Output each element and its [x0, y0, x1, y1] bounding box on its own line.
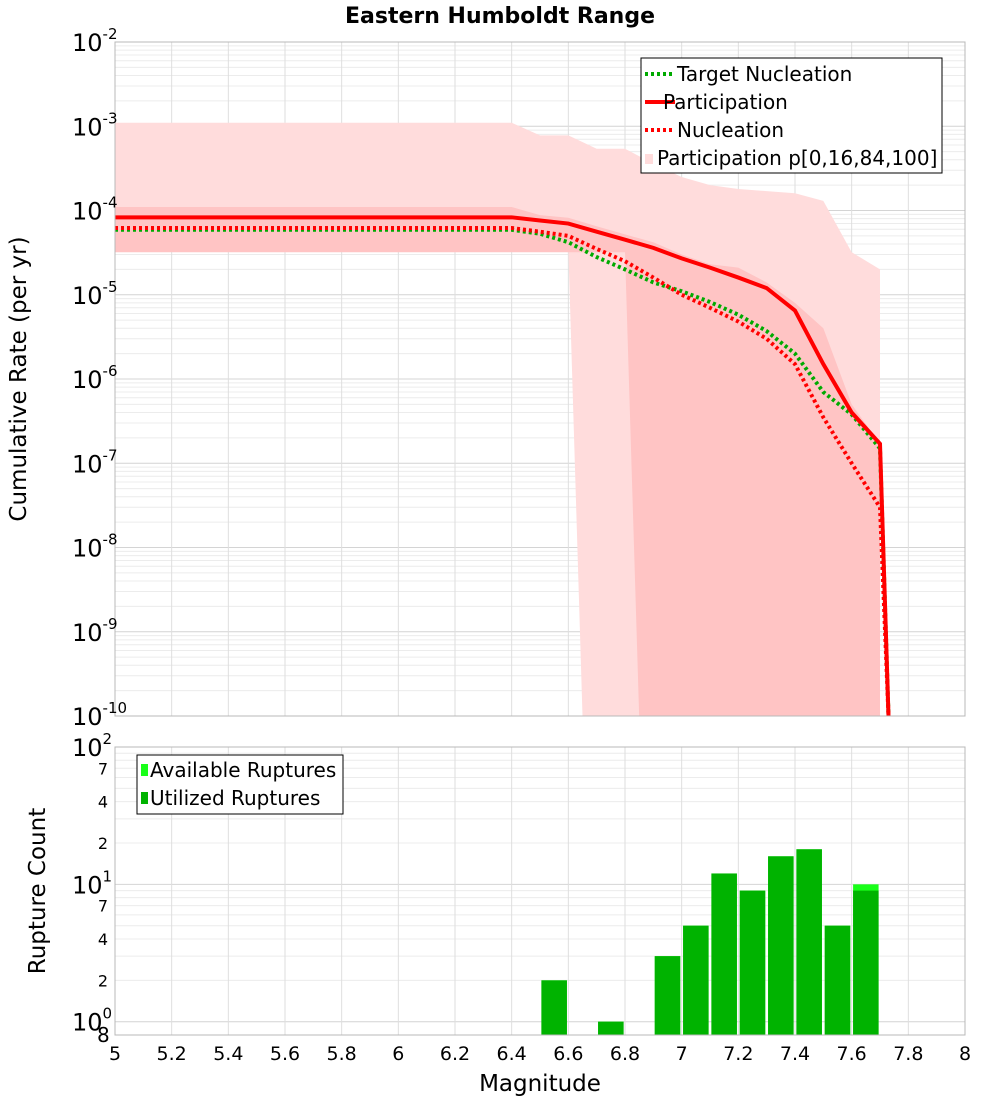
chart-title: Eastern Humboldt Range [345, 4, 655, 29]
x-tick-label: 5 [109, 1043, 121, 1065]
rate-y-tick-label: 10-2 [72, 25, 118, 57]
count-y-ticks: 102 101 100 7 4 2 7 4 2 8 [72, 730, 112, 1047]
x-tick-label: 6.6 [553, 1043, 583, 1065]
x-tick-label: 6.8 [610, 1043, 640, 1065]
count-legend-swatch [141, 792, 148, 804]
count-bar-utilized-ruptures [598, 1021, 624, 1035]
x-tick-label: 5.6 [270, 1043, 300, 1065]
x-tick-label: 8 [959, 1043, 971, 1065]
rate-y-ticks: 10-2 10-3 10-4 10-5 10-6 10-7 10-8 10-9 10-10 [72, 25, 127, 731]
rate-legend-label: Nucleation [677, 118, 784, 142]
rate-legend-swatch [645, 154, 653, 164]
rate-legend-box [640, 57, 943, 174]
rate-y-tick-label: 10-10 [72, 699, 127, 731]
rate-bands [115, 122, 880, 716]
x-tick-label: 7.8 [893, 1043, 923, 1065]
count-bar-utilized-ruptures [711, 873, 737, 1035]
rate-line-participation [115, 215, 891, 716]
x-tick-label: 7.4 [780, 1043, 810, 1065]
count-y-minor-tick-label: 7 [98, 897, 108, 916]
x-tick-label: 7.2 [723, 1043, 753, 1065]
count-legend-swatch [141, 764, 148, 776]
count-y-tick-label: 100 [72, 1005, 112, 1037]
count-y-tick-label: 102 [72, 730, 112, 762]
x-tick-label: 5.8 [327, 1043, 357, 1065]
rate-line-target-nucleation [115, 227, 891, 716]
count-y-minor-tick-label: 4 [98, 793, 108, 812]
rate-band-p16-p84 [115, 207, 880, 716]
rate-y-axis-label: Cumulative Rate (per yr) [6, 236, 32, 521]
rate-y-tick-label: 10-6 [72, 362, 118, 394]
rate-plot-frame [114, 41, 966, 717]
rate-y-tick-label: 10-8 [72, 531, 118, 563]
count-bar-utilized-ruptures [768, 856, 794, 1035]
rate-y-tick-label: 10-9 [72, 615, 118, 647]
rate-lines [115, 215, 891, 716]
x-tick-label: 7 [676, 1043, 688, 1065]
count-legend-label: Available Ruptures [150, 758, 336, 782]
rate-line-nucleation [115, 225, 891, 716]
count-bars [541, 849, 879, 1035]
count-plot-frame [114, 746, 966, 1036]
x-tick-label: 6.2 [440, 1043, 470, 1065]
count-bar-utilized-ruptures [824, 925, 851, 1035]
rate-y-tick-label: 10-5 [72, 278, 118, 310]
count-legend-box [136, 754, 344, 815]
x-tick-label: 7.6 [837, 1043, 867, 1065]
count-y-bottom-tick-label: 8 [97, 1023, 110, 1047]
x-tick-label: 5.2 [157, 1043, 187, 1065]
count-bar-utilized-ruptures [853, 890, 879, 1035]
count-bar-utilized-ruptures [796, 849, 822, 1035]
count-bar-utilized-ruptures [654, 956, 681, 1035]
count-bar-utilized-ruptures [683, 925, 709, 1035]
rate-panel: 10-2 10-3 10-4 10-5 10-6 10-7 10-8 10-9 10-10 Cu… [6, 25, 966, 731]
count-legend: Available Ruptures Utilized Ruptures [136, 754, 344, 815]
count-x-ticks: 5 5.2 5.4 5.6 5.8 6 6.2 6.4 6.6 6.8 7 7.2 7.4 7.6 7.8 8 [109, 1043, 971, 1065]
rate-y-tick-label: 10-3 [72, 109, 118, 141]
x-tick-label: 6 [392, 1043, 404, 1065]
rate-legend-label: Target Nucleation [676, 62, 852, 86]
count-y-minor-tick-label: 4 [98, 930, 108, 949]
rate-y-tick-label: 10-4 [72, 194, 118, 226]
x-tick-label: 5.4 [213, 1043, 243, 1065]
count-legend-label: Utilized Ruptures [150, 786, 320, 810]
rate-legend: Target Nucleation Participation Nucleation… [640, 57, 943, 174]
count-bar-utilized-ruptures [541, 980, 567, 1035]
rate-legend-label: Participation [663, 90, 788, 114]
count-y-minor-tick-label: 2 [98, 971, 108, 990]
rate-legend-label: Participation p[0,16,84,100] [657, 146, 937, 170]
rate-y-tick-label: 10-7 [72, 446, 118, 478]
count-bar-utilized-ruptures [739, 890, 766, 1035]
count-panel: 102 101 100 7 4 2 7 4 2 8 5 5.2 5.4 5.6 5.8 6 6.2 6.4 6.6… [25, 730, 971, 1097]
count-y-minor-tick-label: 2 [98, 834, 108, 853]
count-y-tick-label: 101 [72, 867, 112, 899]
count-y-axis-label: Rupture Count [25, 808, 51, 974]
count-y-minor-tick-label: 7 [98, 759, 108, 778]
x-tick-label: 6.4 [497, 1043, 527, 1065]
x-axis-label: Magnitude [479, 1071, 601, 1097]
